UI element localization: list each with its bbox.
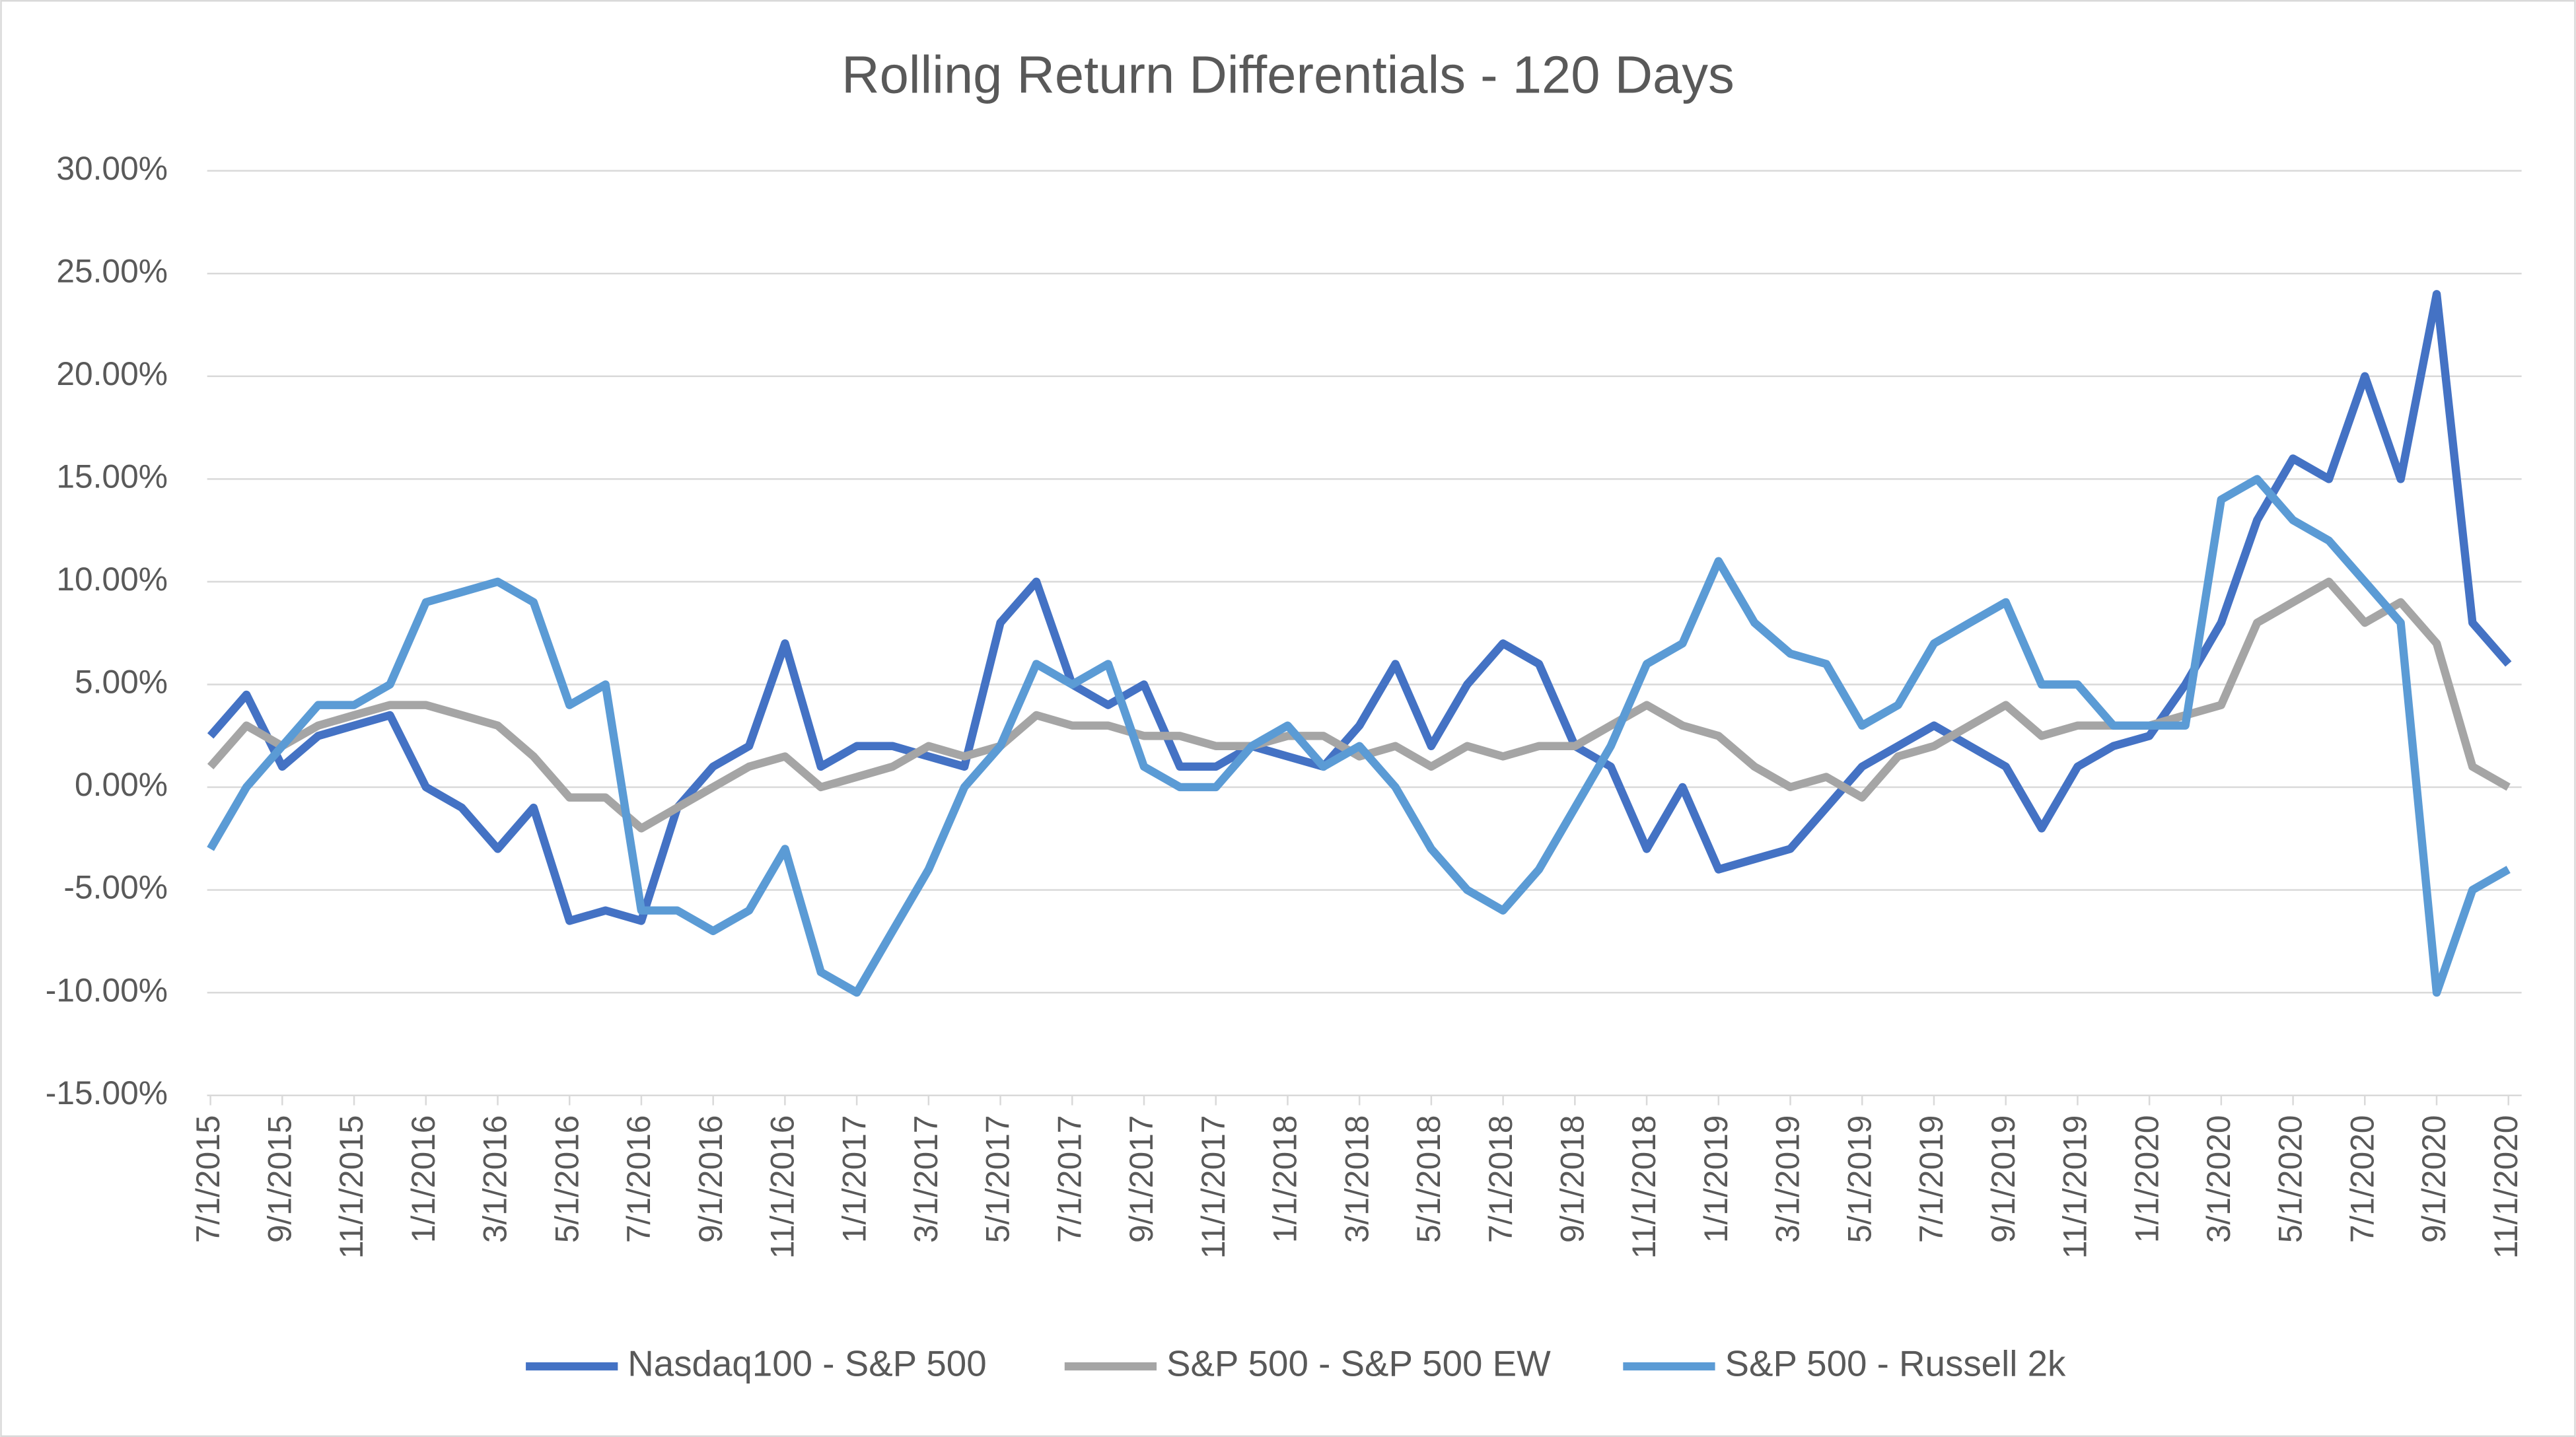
x-tick-label: 7/1/2016 (620, 1115, 657, 1244)
x-tick-label: 9/1/2017 (1123, 1115, 1160, 1244)
legend-label: S&P 500 - S&P 500 EW (1166, 1343, 1551, 1384)
y-tick-label: -10.00% (46, 971, 168, 1008)
x-tick-label: 3/1/2018 (1338, 1115, 1375, 1244)
x-tick-label: 11/1/2018 (1626, 1115, 1663, 1259)
x-tick-label: 5/1/2016 (548, 1115, 585, 1244)
x-tick-label: 7/1/2019 (1913, 1115, 1950, 1244)
x-tick-label: 1/1/2019 (1698, 1115, 1735, 1244)
legend-label: Nasdaq100 - S&P 500 (627, 1343, 986, 1384)
x-tick-label: 7/1/2018 (1482, 1115, 1519, 1244)
y-tick-label: 10.00% (56, 561, 168, 598)
x-tick-label: 11/1/2019 (2057, 1115, 2094, 1259)
x-tick-label: 11/1/2015 (333, 1115, 370, 1259)
series-line (207, 290, 2512, 925)
x-tick-label: 7/1/2020 (2343, 1115, 2380, 1244)
x-tick-label: 1/1/2020 (2128, 1115, 2165, 1244)
x-tick-label: 3/1/2016 (477, 1115, 514, 1244)
x-tick-label: 5/1/2018 (1410, 1115, 1447, 1244)
x-tick-label: 9/1/2016 (692, 1115, 729, 1244)
x-tick-label: 9/1/2018 (1554, 1115, 1591, 1244)
x-tick-label: 1/1/2018 (1267, 1115, 1304, 1244)
x-tick-label: 7/1/2015 (190, 1115, 227, 1244)
y-tick-label: 5.00% (75, 664, 168, 701)
series-line (207, 475, 2511, 997)
x-tick-label: 1/1/2016 (405, 1115, 442, 1244)
x-tick-label: 5/1/2019 (1841, 1115, 1878, 1244)
y-tick-label: 0.00% (75, 766, 168, 803)
x-tick-label: 11/1/2020 (2487, 1115, 2524, 1259)
x-tick-label: 11/1/2016 (764, 1115, 801, 1259)
x-tick-label: 9/1/2015 (261, 1115, 298, 1244)
y-tick-label: 30.00% (56, 150, 168, 187)
x-tick-label: 3/1/2020 (2200, 1115, 2237, 1244)
x-tick-label: 5/1/2020 (2272, 1115, 2309, 1244)
x-tick-label: 9/1/2020 (2415, 1115, 2452, 1244)
y-tick-label: 20.00% (56, 355, 168, 392)
y-tick-label: 15.00% (56, 458, 168, 495)
y-tick-label: -15.00% (46, 1074, 168, 1111)
legend-label: S&P 500 - Russell 2k (1725, 1343, 2067, 1384)
y-tick-label: -5.00% (63, 869, 168, 906)
x-tick-label: 9/1/2019 (1985, 1115, 2022, 1244)
x-tick-label: 11/1/2017 (1195, 1115, 1232, 1259)
x-tick-label: 7/1/2017 (1051, 1115, 1088, 1244)
y-tick-label: 25.00% (56, 252, 168, 289)
x-tick-label: 3/1/2019 (1770, 1115, 1807, 1244)
x-tick-label: 3/1/2017 (908, 1115, 945, 1244)
x-tick-label: 1/1/2017 (836, 1115, 873, 1244)
x-tick-label: 5/1/2017 (980, 1115, 1017, 1244)
chart-title: Rolling Return Differentials - 120 Days (841, 45, 1735, 104)
